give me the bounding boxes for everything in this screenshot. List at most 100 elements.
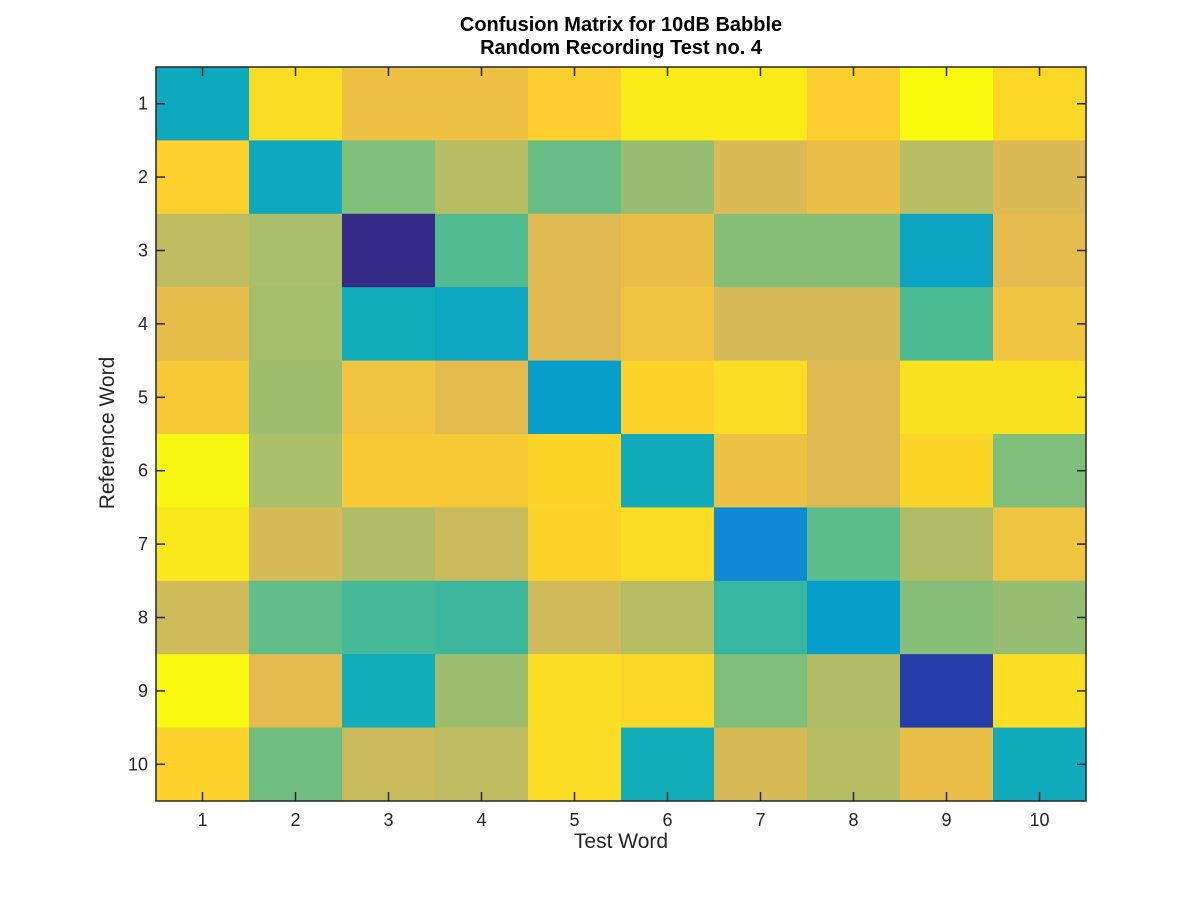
y-tick-label-7: 7	[138, 534, 148, 554]
heatmap-cell-r8-c1	[156, 580, 250, 655]
heatmap-cell-r7-c1	[156, 507, 250, 582]
chart-title-line-1: Confusion Matrix for 10dB Babble	[460, 14, 782, 36]
heatmap-cell-r3-c9	[900, 213, 994, 288]
heatmap-cell-r8-c4	[435, 580, 529, 655]
axis-ticks	[156, 67, 1086, 801]
heatmap-cell-r9-c7	[714, 654, 808, 729]
x-tick-label-10: 10	[1029, 810, 1049, 830]
y-tick-label-4: 4	[138, 314, 148, 334]
heatmap-cell-r4-c6	[621, 287, 715, 362]
x-tick-label-5: 5	[569, 810, 579, 830]
heatmap-cell-r1-c5	[528, 67, 622, 141]
heatmap-cell-r8-c7	[714, 580, 808, 655]
heatmap-cell-r9-c3	[342, 654, 436, 729]
heatmap-cell-r4-c8	[807, 287, 901, 362]
x-tick-labels: 1 2 3 4 5 6 7 8 9 10	[197, 810, 1049, 830]
heatmap-cell-r4-c5	[528, 287, 622, 362]
heatmap-cell-r7-c9	[900, 507, 994, 582]
heatmap-cell-r1-c7	[714, 67, 808, 141]
heatmap-cells	[156, 67, 1087, 802]
heatmap-cell-r2-c2	[249, 140, 343, 215]
heatmap-cell-r10-c3	[342, 727, 436, 802]
y-tick-labels: 1 2 3 4 5 6 7 8 9 10	[128, 94, 148, 775]
heatmap-cell-r10-c5	[528, 727, 622, 802]
heatmap-cell-r3-c8	[807, 213, 901, 288]
heatmap-cell-r2-c6	[621, 140, 715, 215]
y-tick-label-8: 8	[138, 608, 148, 628]
heatmap-cell-r4-c1	[156, 287, 250, 362]
heatmap-cell-r10-c9	[900, 727, 994, 802]
chart-title-line-2: Random Recording Test no. 4	[480, 37, 763, 59]
heatmap-cell-r6-c5	[528, 434, 622, 508]
heatmap-cell-r6-c4	[435, 434, 529, 508]
heatmap-cell-r6-c7	[714, 434, 808, 508]
heatmap-cell-r5-c4	[435, 360, 529, 435]
x-tick-label-8: 8	[848, 810, 858, 830]
heatmap-cell-r9-c8	[807, 654, 901, 729]
heatmap-cell-r4-c2	[249, 287, 343, 362]
heatmap-cell-r10-c6	[621, 727, 715, 802]
heatmap-cell-r1-c1	[156, 67, 250, 141]
heatmap-cell-r1-c8	[807, 67, 901, 141]
y-tick-label-5: 5	[138, 387, 148, 407]
heatmap-cell-r2-c3	[342, 140, 436, 215]
heatmap-cell-r3-c10	[993, 213, 1087, 288]
heatmap-cell-r6-c2	[249, 434, 343, 508]
heatmap-cell-r8-c2	[249, 580, 343, 655]
heatmap-cell-r3-c1	[156, 213, 250, 288]
y-tick-label-3: 3	[138, 241, 148, 261]
heatmap-cell-r2-c10	[993, 140, 1087, 215]
x-tick-label-7: 7	[755, 810, 765, 830]
y-tick-label-1: 1	[138, 94, 148, 114]
heatmap-cell-r5-c9	[900, 360, 994, 435]
heatmap-cell-r5-c10	[993, 360, 1087, 435]
heatmap-cell-r9-c10	[993, 654, 1087, 729]
heatmap-cell-r2-c1	[156, 140, 250, 215]
heatmap-cell-r3-c4	[435, 213, 529, 288]
x-tick-label-1: 1	[197, 810, 207, 830]
heatmap-cell-r2-c4	[435, 140, 529, 215]
heatmap-cell-r7-c10	[993, 507, 1087, 582]
heatmap-cell-r9-c1	[156, 654, 250, 729]
heatmap-cell-r3-c2	[249, 213, 343, 288]
heatmap-cell-r10-c1	[156, 727, 250, 802]
heatmap-cell-r9-c2	[249, 654, 343, 729]
heatmap-cell-r1-c4	[435, 67, 529, 141]
heatmap-cell-r3-c5	[528, 213, 622, 288]
heatmap-cell-r6-c8	[807, 434, 901, 508]
heatmap-cell-r7-c7	[714, 507, 808, 582]
heatmap-cell-r1-c9	[900, 67, 994, 141]
heatmap-cell-r10-c8	[807, 727, 901, 802]
heatmap-cell-r1-c6	[621, 67, 715, 141]
heatmap-cell-r8-c10	[993, 580, 1087, 655]
x-tick-label-4: 4	[476, 810, 486, 830]
heatmap-cell-r5-c8	[807, 360, 901, 435]
y-tick-label-9: 9	[138, 681, 148, 701]
y-tick-label-6: 6	[138, 461, 148, 481]
heatmap-cell-r2-c5	[528, 140, 622, 215]
heatmap-cell-r3-c7	[714, 213, 808, 288]
heatmap-cell-r10-c7	[714, 727, 808, 802]
heatmap-cell-r9-c4	[435, 654, 529, 729]
heatmap-cell-r8-c6	[621, 580, 715, 655]
heatmap-cell-r3-c6	[621, 213, 715, 288]
heatmap-cell-r6-c1	[156, 434, 250, 508]
heatmap-cell-r8-c5	[528, 580, 622, 655]
heatmap-cell-r2-c7	[714, 140, 808, 215]
heatmap-cell-r1-c3	[342, 67, 436, 141]
x-tick-label-9: 9	[941, 810, 951, 830]
heatmap-cell-r4-c4	[435, 287, 529, 362]
heatmap-cell-r7-c4	[435, 507, 529, 582]
plot-frame	[155, 66, 1087, 802]
heatmap-cell-r8-c8	[807, 580, 901, 655]
x-tick-label-6: 6	[662, 810, 672, 830]
heatmap-cell-r5-c6	[621, 360, 715, 435]
heatmap-cell-r10-c4	[435, 727, 529, 802]
heatmap-cell-r7-c5	[528, 507, 622, 582]
heatmap-cell-r10-c10	[993, 727, 1087, 802]
x-axis-label: Test Word	[574, 830, 668, 853]
heatmap-cell-r2-c9	[900, 140, 994, 215]
heatmap-cell-r4-c3	[342, 287, 436, 362]
heatmap-cell-r3-c3	[342, 213, 436, 288]
